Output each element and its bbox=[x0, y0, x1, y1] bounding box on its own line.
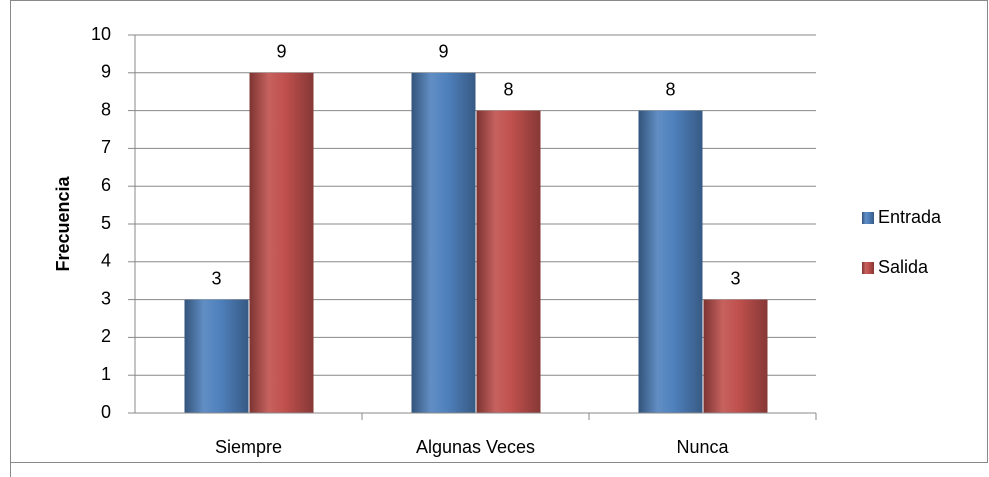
bar bbox=[638, 110, 703, 413]
y-tick-label: 10 bbox=[91, 24, 111, 44]
bar bbox=[703, 299, 768, 413]
x-tick-label: Algunas Veces bbox=[416, 437, 535, 457]
y-tick-label: 2 bbox=[101, 326, 111, 346]
y-tick-label: 8 bbox=[101, 99, 111, 119]
x-tick-label: Nunca bbox=[676, 437, 729, 457]
y-tick-label: 3 bbox=[101, 288, 111, 308]
y-tick-label: 9 bbox=[101, 62, 111, 82]
y-tick-label: 5 bbox=[101, 213, 111, 233]
y-tick-label: 0 bbox=[101, 402, 111, 422]
y-axis-label: Frecuencia bbox=[53, 175, 73, 271]
value-label: 9 bbox=[276, 42, 286, 62]
chart-frame bbox=[10, 0, 988, 463]
bar bbox=[249, 72, 314, 414]
y-tick-label: 7 bbox=[101, 137, 111, 157]
value-label: 8 bbox=[503, 79, 513, 99]
value-label: 8 bbox=[665, 79, 675, 99]
bar bbox=[184, 299, 249, 413]
bar bbox=[476, 110, 541, 413]
legend-label: Salida bbox=[878, 257, 929, 277]
value-label: 3 bbox=[211, 268, 221, 288]
x-tick-label: Siempre bbox=[215, 437, 282, 457]
bar bbox=[411, 72, 476, 414]
legend-label: Entrada bbox=[878, 207, 942, 227]
y-tick-label: 1 bbox=[101, 364, 111, 384]
legend-swatch bbox=[862, 212, 874, 224]
legend-swatch bbox=[862, 262, 874, 274]
y-tick-label: 6 bbox=[101, 175, 111, 195]
value-label: 9 bbox=[438, 42, 448, 62]
y-tick-label: 4 bbox=[101, 251, 111, 271]
value-label: 3 bbox=[730, 268, 740, 288]
